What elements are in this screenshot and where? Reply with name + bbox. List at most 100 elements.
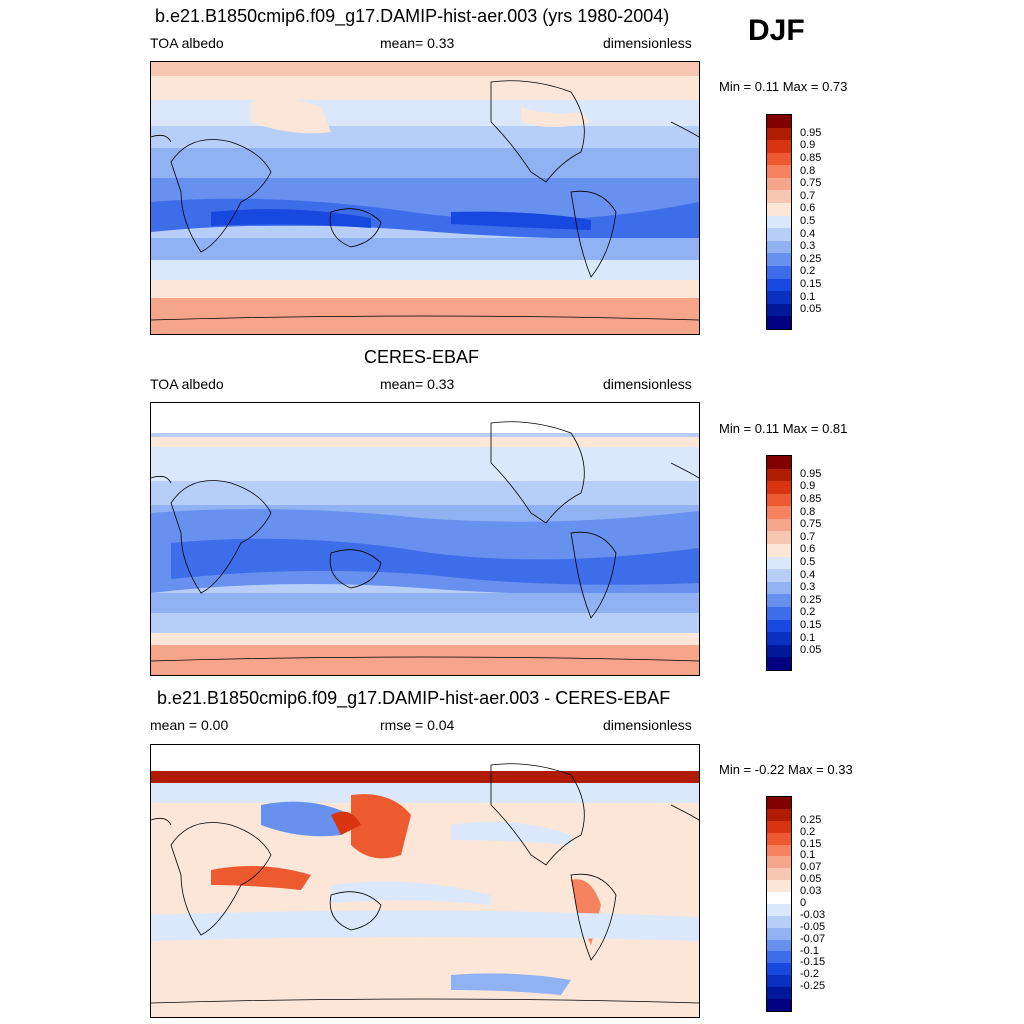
colorbar-tick-label: 0 (800, 897, 807, 909)
colorbar-swatch (767, 303, 791, 317)
panel-title-diff: b.e21.B1850cmip6.f09_g17.DAMIP-hist-aer.… (157, 688, 671, 708)
colorbar-swatch (767, 998, 791, 1011)
colorbar-tick-label: 0.6 (800, 543, 816, 556)
colorbar-swatch (767, 963, 791, 976)
colorbar-tick-label: 0.05 (800, 873, 822, 886)
colorbar-tick-label: 0.05 (800, 303, 822, 316)
colorbar-swatch (767, 808, 791, 821)
colorbar-tick-label: 0.25 (800, 813, 822, 826)
colorbar-swatch (767, 820, 791, 833)
map-obs (150, 402, 700, 676)
colorbar-tick-label: 0.1 (800, 631, 816, 644)
colorbar-tick-label: 0.5 (800, 556, 816, 568)
panel-mean-label-model: mean= 0.33 (380, 35, 455, 51)
colorbar-swatch (767, 797, 791, 809)
colorbar-tick-label: -0.03 (800, 908, 826, 921)
colorbar-tick-label: 0.1 (800, 290, 816, 303)
panel-minmax-obs: Min = 0.11 Max = 0.81 (719, 421, 848, 436)
colorbar-swatch (767, 291, 791, 304)
colorbar-swatch (767, 152, 791, 166)
colorbar-tick-label: 0.75 (800, 177, 822, 190)
panel-left-label-obs: TOA albedo (150, 376, 224, 392)
colorbar-swatch (767, 115, 791, 128)
colorbar-swatch (767, 657, 791, 670)
colorbar-swatch (767, 619, 791, 633)
panel-units-label-diff: dimensionless (603, 717, 692, 733)
colorbar-tick-label: -0.25 (800, 980, 826, 993)
colorbar-tick-label: 0.3 (800, 240, 816, 253)
colorbar-tick-label: 0.15 (800, 618, 822, 631)
colorbar-swatch (767, 506, 791, 519)
panel-units-label-obs: dimensionless (603, 376, 692, 392)
colorbar-swatch (767, 644, 791, 658)
panel-minmax-model: Min = 0.11 Max = 0.73 (719, 79, 848, 94)
colorbar-tick-label: 0.5 (800, 215, 816, 227)
colorbar-obs (766, 455, 792, 671)
colorbar-tick-label: 0.95 (800, 126, 822, 139)
colorbar-swatch (767, 316, 791, 329)
colorbar-tick-label: 0.7 (800, 530, 816, 543)
colorbar-swatch (767, 927, 791, 940)
colorbar-swatch (767, 140, 791, 153)
colorbar-swatch (767, 531, 791, 545)
colorbar-swatch (767, 544, 791, 557)
colorbar-tick-label: 0.2 (800, 825, 816, 838)
colorbar-tick-label: -0.05 (800, 920, 826, 933)
colorbar-swatch (767, 493, 791, 507)
colorbar-swatch (767, 915, 791, 928)
colorbar-swatch (767, 939, 791, 952)
map-diff (150, 744, 700, 1018)
colorbar-swatch (767, 556, 791, 570)
colorbar-swatch (767, 468, 791, 482)
colorbar-tick-label: -0.15 (800, 956, 826, 969)
colorbar-swatch (767, 215, 791, 229)
panel-mean-label-diff: mean = 0.00 (150, 717, 229, 733)
colorbar-tick-label: 0.2 (800, 265, 816, 278)
colorbar-tick-label: 0.25 (800, 252, 822, 265)
panel-units-label-model: dimensionless (603, 35, 692, 51)
map-model (150, 61, 700, 335)
colorbar-tick-label: 0.9 (800, 480, 816, 493)
season-label: DJF (748, 14, 805, 47)
colorbar-model (766, 114, 792, 330)
colorbar-swatch (767, 606, 791, 620)
colorbar-swatch (767, 892, 791, 904)
colorbar-tick-label: 0.8 (800, 505, 816, 518)
colorbar-tick-label: 0.85 (800, 493, 822, 506)
colorbar-swatch (767, 569, 791, 582)
colorbar-swatch (767, 856, 791, 869)
colorbar-swatch (767, 987, 791, 999)
colorbar-tick-label: 0.15 (800, 837, 822, 850)
panel-rmse-label-diff: rmse = 0.04 (380, 717, 455, 733)
colorbar-swatch (767, 903, 791, 916)
panel-title-model: b.e21.B1850cmip6.f09_g17.DAMIP-hist-aer.… (155, 6, 670, 26)
panel-mean-label-obs: mean= 0.33 (380, 376, 455, 392)
colorbar-swatch (767, 165, 791, 178)
colorbar-tick-label: 0.95 (800, 467, 822, 480)
panel-left-label-model: TOA albedo (150, 35, 224, 51)
colorbar-diff (766, 796, 792, 1012)
colorbar-tick-label: 0.6 (800, 202, 816, 215)
colorbar-tick-label: 0.4 (800, 568, 816, 581)
colorbar-tick-label: 0.15 (800, 277, 822, 290)
colorbar-swatch (767, 832, 791, 845)
colorbar-tick-label: 0.07 (800, 861, 822, 874)
colorbar-tick-label: 0.75 (800, 518, 822, 531)
colorbar-swatch (767, 456, 791, 469)
colorbar-swatch (767, 265, 791, 279)
colorbar-tick-label: 0.4 (800, 227, 816, 240)
colorbar-tick-label: 0.85 (800, 152, 822, 165)
colorbar-swatch (767, 632, 791, 645)
colorbar-swatch (767, 844, 791, 857)
colorbar-tick-label: 0.3 (800, 581, 816, 594)
colorbar-swatch (767, 481, 791, 494)
colorbar-swatch (767, 975, 791, 987)
colorbar-swatch (767, 880, 791, 892)
colorbar-swatch (767, 951, 791, 964)
panel-minmax-diff: Min = -0.22 Max = 0.33 (719, 762, 853, 777)
colorbar-swatch (767, 190, 791, 204)
colorbar-tick-label: 0.25 (800, 593, 822, 606)
colorbar-swatch (767, 278, 791, 292)
colorbar-swatch (767, 518, 791, 532)
colorbar-swatch (767, 868, 791, 881)
